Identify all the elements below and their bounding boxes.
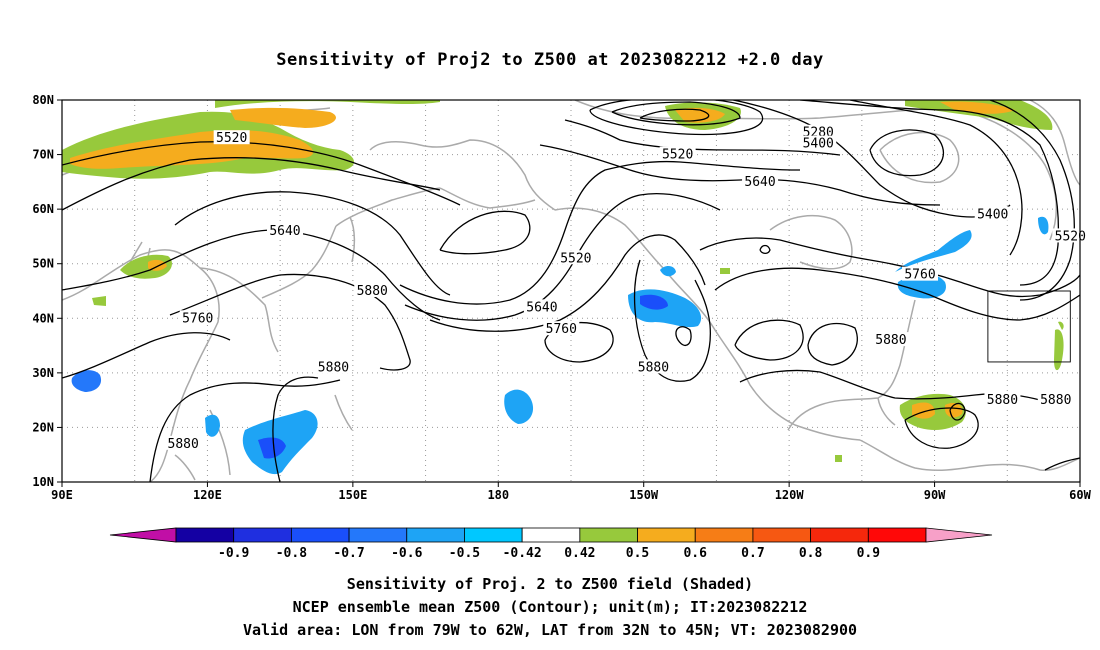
contour-label-bg: [742, 173, 779, 188]
lat-tick-label: 40N: [32, 311, 54, 325]
colorbar-label: 0.5: [626, 546, 649, 561]
contour-label: 5640: [526, 300, 557, 315]
contour-label-bg: [266, 222, 303, 237]
colorbar-label: -0.6: [391, 546, 422, 561]
contour-label-bg: [557, 250, 594, 265]
contour-label-bg: [974, 206, 1011, 221]
colorbar-swatch: [752, 527, 812, 543]
colorbar-swatch: [406, 527, 465, 543]
contour-label-bg: [1052, 228, 1089, 243]
contour-label: 5880: [357, 284, 388, 299]
contour-label: 5880: [318, 360, 349, 375]
colorbar-swatch: [867, 527, 927, 543]
contour-label: 5880: [875, 333, 906, 348]
lon-tick-label: 90W: [924, 488, 946, 502]
colorbar-label: 0.8: [799, 546, 823, 561]
colorbar-swatch: [579, 527, 638, 543]
contour-label-bg: [872, 332, 909, 347]
contour-label-bg: [800, 135, 837, 150]
contour-label-bg: [523, 299, 560, 314]
contour-label-bg: [984, 392, 1021, 407]
colorbar-swatch: [810, 527, 869, 543]
valid-area-box: [987, 290, 1071, 363]
footer-line-3: Valid area: LON from 79W to 62W, LAT fro…: [242, 621, 858, 639]
map-frame: [61, 99, 1081, 483]
contour-label-bg: [213, 130, 250, 145]
lon-tick-label: 120E: [193, 488, 222, 502]
contour-label: 5880: [168, 437, 199, 452]
latitude-axis: 10N 20N 30N 40N 50N 60N 70N 80N: [32, 93, 62, 489]
longitude-axis: 90E 120E 150E 180 150W 120W 90W 60W: [51, 482, 1092, 502]
contour-label: 5520: [1055, 229, 1086, 244]
contour-label-bg: [165, 435, 202, 450]
colorbar-swatch: [175, 527, 235, 543]
contour-label-bg: [635, 359, 672, 374]
lat-tick-label: 10N: [32, 475, 54, 489]
colorbar: -0.9 -0.8 -0.7 -0.6 -0.5 -0.42 0.42 0.5 0.6 0.7 0.…: [109, 527, 993, 561]
colorbar-tip-low: [109, 527, 177, 543]
footer-line-1: Sensitivity of Proj. 2 to Z500 field (Sh…: [346, 575, 754, 593]
lon-tick-label: 120W: [775, 488, 805, 502]
contour-label: 5400: [803, 137, 834, 152]
lon-tick-label: 150E: [338, 488, 367, 502]
colorbar-tip-high: [925, 527, 993, 543]
footer-line-2: NCEP ensemble mean Z500 (Contour); unit(…: [292, 598, 808, 616]
lon-tick-label: 60W: [1069, 488, 1091, 502]
contour-label-bg: [1037, 392, 1074, 407]
contour-label-bg: [659, 146, 696, 161]
colorbar-label: -0.9: [218, 546, 249, 561]
contour-label: 5520: [216, 131, 247, 146]
contour-label: 5520: [560, 251, 591, 266]
lat-tick-label: 50N: [32, 257, 54, 271]
contour-label: 5760: [904, 268, 935, 283]
lat-tick-label: 30N: [32, 366, 54, 380]
contour-label-bg: [800, 124, 837, 139]
colorbar-label: -0.8: [276, 546, 307, 561]
contour-label: 5880: [1040, 393, 1071, 408]
contour-label: 5640: [744, 175, 775, 190]
colorbar-swatch: [521, 527, 581, 543]
contour-label-bg: [354, 283, 391, 297]
contour-label-bg: [179, 310, 216, 325]
colorbar-swatch: [348, 527, 408, 543]
colorbar-label: 0.42: [564, 546, 595, 561]
colorbar-swatch: [290, 527, 350, 543]
contour-label: 5880: [987, 393, 1018, 408]
lat-tick-label: 60N: [32, 202, 54, 216]
sensitivity-shading: [62, 100, 1064, 475]
colorbar-label: -0.7: [333, 546, 364, 561]
lat-tick-label: 70N: [32, 148, 54, 162]
lat-tick-label: 20N: [32, 420, 54, 434]
contour-labels: 5520 528054005520564054005520564055205760…: [165, 124, 1089, 452]
contour-label-bg: [543, 321, 580, 336]
contour-label: 5760: [182, 311, 213, 326]
contour-label-bg: [315, 359, 352, 374]
contour-label-bg: [902, 266, 939, 281]
lat-tick-label: 80N: [32, 93, 54, 107]
contour-label: 5400: [977, 208, 1008, 223]
footer-caption: Sensitivity of Proj. 2 to Z500 field (Sh…: [0, 573, 1100, 642]
contour-label: 5640: [269, 224, 300, 239]
chart-title: Sensitivity of Proj2 to Z500 at 20230822…: [276, 50, 824, 70]
colorbar-label: 0.6: [683, 546, 707, 561]
colorbar-label: -0.42: [503, 546, 542, 561]
colorbar-swatch: [233, 527, 292, 543]
colorbar-swatch: [694, 527, 754, 543]
lon-tick-label: 150W: [629, 488, 659, 502]
contour-label: 5760: [546, 322, 577, 337]
contour-label: 5880: [638, 360, 669, 375]
colorbar-swatch: [464, 527, 523, 543]
colorbar-label: -0.5: [449, 546, 480, 561]
lon-tick-label: 180: [487, 488, 509, 502]
colorbar-label: 0.9: [857, 546, 880, 561]
contour-label: 5520: [662, 148, 693, 163]
colorbar-label: 0.7: [741, 546, 764, 561]
colorbar-swatch: [637, 527, 696, 543]
lon-tick-label: 90E: [51, 488, 73, 502]
